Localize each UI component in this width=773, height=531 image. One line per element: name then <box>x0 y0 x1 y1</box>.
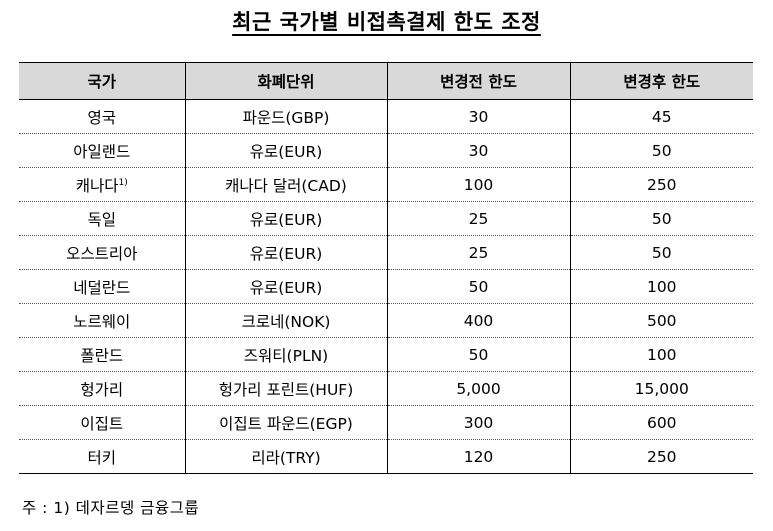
cell-limit-before: 25 <box>386 201 571 236</box>
table-row: 캐나다1) 캐나다 달러(CAD) 100 250 <box>19 167 753 202</box>
country-name: 캐나다 <box>75 176 119 195</box>
cell-limit-after: 100 <box>569 269 753 304</box>
cell-currency: 캐나다 달러(CAD) <box>184 167 388 202</box>
cell-country: 터키 <box>19 439 186 474</box>
cell-currency: 크로네(NOK) <box>184 303 388 338</box>
table-row: 폴란드 즈워티(PLN) 50 100 <box>19 337 753 372</box>
cell-limit-after: 15,000 <box>569 371 753 406</box>
document-title: 최근 국가별 비접촉결제 한도 조정 <box>0 6 773 36</box>
cell-limit-before: 30 <box>386 133 571 168</box>
cell-country: 네덜란드 <box>19 269 186 304</box>
table-row: 네덜란드 유로(EUR) 50 100 <box>19 269 753 304</box>
cell-limit-after: 100 <box>569 337 753 372</box>
cell-country: 이집트 <box>19 405 186 440</box>
table-row: 오스트리아 유로(EUR) 25 50 <box>19 235 753 270</box>
cell-limit-before: 100 <box>386 167 571 202</box>
header-currency: 화폐단위 <box>184 62 388 100</box>
cell-limit-after: 600 <box>569 405 753 440</box>
header-country: 국가 <box>19 62 186 100</box>
cell-limit-after: 250 <box>569 167 753 202</box>
table-row: 이집트 이집트 파운드(EGP) 300 600 <box>19 405 753 440</box>
cell-currency: 헝가리 포린트(HUF) <box>184 371 388 406</box>
cell-country: 캐나다1) <box>19 167 186 202</box>
table-row: 노르웨이 크로네(NOK) 400 500 <box>19 303 753 338</box>
footnote-marker: 1) <box>118 177 128 188</box>
cell-currency: 파운드(GBP) <box>184 99 388 134</box>
header-limit-after: 변경후 한도 <box>569 62 753 100</box>
cell-limit-before: 30 <box>386 99 571 134</box>
cell-limit-after: 250 <box>569 439 753 474</box>
cell-limit-before: 120 <box>386 439 571 474</box>
cell-country: 헝가리 <box>19 371 186 406</box>
cell-limit-after: 500 <box>569 303 753 338</box>
cell-country: 영국 <box>19 99 186 134</box>
cell-limit-before: 50 <box>386 269 571 304</box>
cell-limit-before: 300 <box>386 405 571 440</box>
cell-limit-after: 50 <box>569 235 753 270</box>
cell-limit-after: 50 <box>569 201 753 236</box>
cell-currency: 유로(EUR) <box>184 201 388 236</box>
cell-currency: 유로(EUR) <box>184 269 388 304</box>
cell-country: 노르웨이 <box>19 303 186 338</box>
table-row: 아일랜드 유로(EUR) 30 50 <box>19 133 753 168</box>
cell-currency: 유로(EUR) <box>184 235 388 270</box>
table-header-row: 국가 화폐단위 변경전 한도 변경후 한도 <box>19 62 753 100</box>
cell-country: 폴란드 <box>19 337 186 372</box>
cell-limit-before: 25 <box>386 235 571 270</box>
cell-currency: 유로(EUR) <box>184 133 388 168</box>
cell-limit-after: 45 <box>569 99 753 134</box>
cell-country: 독일 <box>19 201 186 236</box>
cell-limit-before: 400 <box>386 303 571 338</box>
cell-limit-before: 5,000 <box>386 371 571 406</box>
table-row: 영국 파운드(GBP) 30 45 <box>19 99 753 134</box>
contactless-limit-table: 국가 화폐단위 변경전 한도 변경후 한도 영국 파운드(GBP) 30 45 … <box>19 62 753 474</box>
table-row: 터키 리라(TRY) 120 250 <box>19 439 753 474</box>
document-title-text: 최근 국가별 비접촉결제 한도 조정 <box>232 10 541 34</box>
table-row: 헝가리 헝가리 포린트(HUF) 5,000 15,000 <box>19 371 753 406</box>
cell-currency: 이집트 파운드(EGP) <box>184 405 388 440</box>
source-footnote: 주 : 1) 데자르뎅 금융그룹 <box>22 499 200 517</box>
cell-limit-before: 50 <box>386 337 571 372</box>
header-limit-before: 변경전 한도 <box>386 62 571 100</box>
cell-limit-after: 50 <box>569 133 753 168</box>
cell-currency: 즈워티(PLN) <box>184 337 388 372</box>
cell-country: 아일랜드 <box>19 133 186 168</box>
cell-currency: 리라(TRY) <box>184 439 388 474</box>
cell-country: 오스트리아 <box>19 235 186 270</box>
table-row: 독일 유로(EUR) 25 50 <box>19 201 753 236</box>
